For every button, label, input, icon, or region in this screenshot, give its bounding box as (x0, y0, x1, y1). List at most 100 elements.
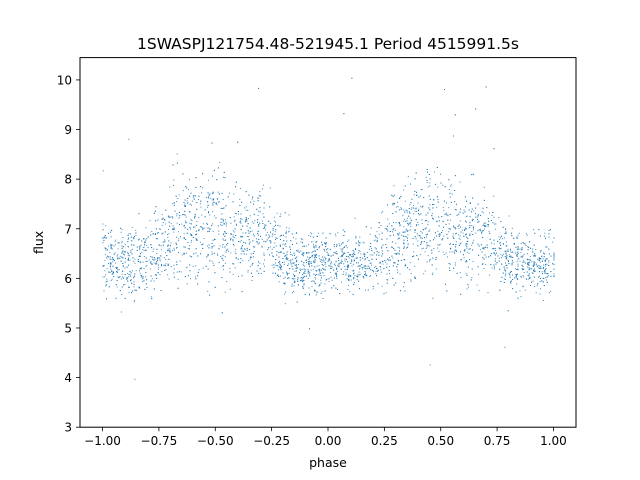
data-point (254, 246, 256, 248)
data-point (337, 270, 339, 272)
data-point (198, 195, 200, 197)
data-point (334, 273, 336, 275)
data-point (114, 241, 116, 243)
data-point (133, 261, 135, 262)
data-point (145, 261, 147, 262)
data-point (502, 238, 504, 240)
data-point (359, 236, 361, 238)
data-point (253, 256, 254, 258)
data-point (151, 278, 153, 280)
data-point (159, 245, 161, 246)
y-tick-label: 7 (64, 222, 72, 236)
data-point (309, 275, 311, 277)
data-point (308, 244, 309, 246)
data-point (528, 269, 530, 271)
data-point (127, 252, 129, 254)
data-point (169, 251, 171, 253)
data-point (280, 266, 282, 268)
data-point (516, 248, 518, 250)
data-point (407, 223, 409, 224)
data-point (224, 177, 226, 179)
data-point (380, 225, 382, 226)
data-point (504, 346, 506, 348)
data-point (375, 248, 377, 250)
data-point (529, 276, 531, 278)
data-point (155, 206, 157, 208)
data-point (359, 257, 361, 259)
data-point (491, 267, 493, 269)
data-point (403, 231, 405, 233)
data-point (140, 255, 142, 257)
data-point (128, 286, 130, 288)
data-point (455, 244, 457, 246)
data-point (193, 198, 195, 200)
data-point (117, 258, 119, 260)
data-point (545, 258, 547, 260)
data-point (302, 281, 304, 282)
data-point (286, 258, 288, 260)
data-point (380, 271, 382, 273)
data-point (342, 248, 344, 250)
data-point (237, 211, 239, 212)
data-point (344, 231, 346, 233)
data-point (124, 243, 126, 245)
data-point (545, 259, 547, 261)
data-point (293, 262, 295, 264)
data-point (208, 196, 210, 198)
data-point (426, 236, 428, 238)
data-point (325, 259, 327, 261)
data-point (475, 213, 477, 215)
data-point (393, 284, 395, 286)
data-point (493, 148, 495, 150)
data-point (245, 253, 247, 255)
data-point (139, 247, 141, 249)
data-point (544, 269, 546, 271)
data-point (416, 194, 418, 196)
data-point (434, 232, 436, 234)
data-point (338, 260, 340, 261)
data-point (240, 213, 242, 215)
data-point (138, 286, 140, 288)
data-point (421, 248, 423, 250)
data-point (426, 246, 428, 248)
data-point (513, 237, 515, 239)
data-point (131, 282, 133, 284)
data-point (355, 249, 357, 250)
data-point (239, 218, 241, 220)
data-point (244, 221, 246, 223)
data-point (294, 275, 296, 277)
data-point (310, 261, 312, 263)
data-point (521, 276, 522, 278)
data-point (427, 171, 428, 173)
data-point (508, 272, 510, 274)
data-point (126, 278, 128, 280)
data-point (481, 232, 483, 234)
data-point (207, 268, 209, 270)
data-point (456, 214, 458, 216)
data-point (121, 240, 123, 242)
data-point (176, 246, 178, 248)
data-point (256, 270, 258, 272)
data-point (378, 254, 380, 256)
data-point (110, 262, 112, 264)
data-point (360, 253, 362, 255)
data-point (178, 271, 180, 273)
data-point (128, 276, 130, 278)
data-point (286, 274, 288, 276)
data-point (133, 244, 135, 246)
data-point (263, 240, 265, 242)
data-point (364, 271, 366, 272)
data-point (105, 284, 107, 286)
data-point (539, 281, 541, 283)
data-point (252, 253, 254, 254)
data-point (300, 277, 302, 279)
data-point (553, 259, 555, 261)
data-point (207, 255, 209, 257)
data-point (241, 201, 243, 203)
data-point (143, 280, 145, 282)
data-point (386, 266, 388, 268)
data-point (417, 258, 419, 260)
data-point (316, 249, 318, 251)
y-tick-label: 4 (64, 371, 72, 385)
data-point (230, 238, 232, 240)
